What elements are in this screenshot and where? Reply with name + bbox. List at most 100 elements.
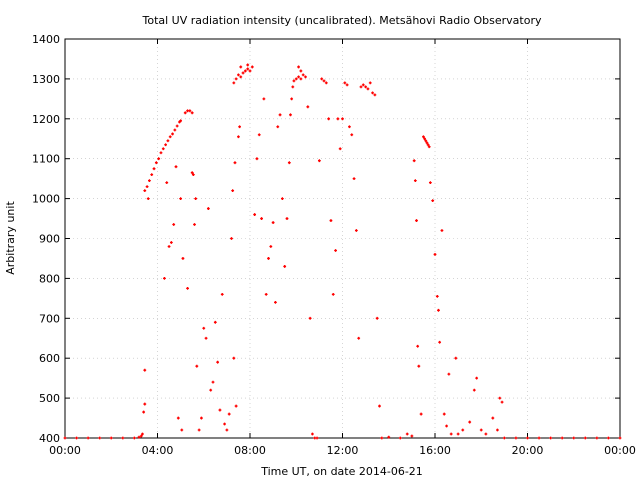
y-tick-label: 1200 [32, 113, 60, 126]
data-point [139, 434, 143, 438]
y-tick-label: 500 [39, 392, 60, 405]
data-point [237, 135, 240, 139]
data-point [269, 245, 273, 248]
data-point [324, 81, 328, 85]
data-point [173, 128, 177, 132]
data-point [419, 412, 423, 416]
data-point [336, 117, 340, 121]
data-point [186, 286, 189, 290]
data-point [348, 125, 351, 129]
y-tick-label: 700 [39, 312, 60, 325]
data-point [232, 81, 236, 85]
data-point [280, 197, 284, 200]
data-point [253, 213, 257, 216]
data-point [338, 147, 342, 151]
data-point [329, 219, 333, 222]
data-point [343, 81, 347, 85]
data-point [250, 65, 254, 69]
y-tick-label: 1400 [32, 33, 60, 46]
data-points [63, 63, 622, 440]
data-point [607, 436, 610, 440]
data-point [231, 189, 235, 193]
data-point [260, 217, 263, 220]
data-point [241, 71, 245, 75]
data-point [175, 124, 179, 128]
data-point [345, 83, 349, 87]
data-point [179, 119, 183, 123]
x-tick-label: 20:00 [512, 444, 544, 457]
data-point [234, 77, 238, 81]
data-point [166, 139, 170, 143]
data-point [438, 340, 442, 344]
data-point [297, 75, 300, 79]
data-point [456, 432, 460, 436]
data-point [159, 151, 163, 155]
x-tick-label: 00:00 [49, 444, 81, 457]
data-point [200, 416, 203, 420]
y-axis: 400 500 600 700 800 900 1000 1100 1200 1300 1400 [32, 33, 620, 445]
data-point [304, 75, 307, 79]
data-point [331, 292, 335, 296]
data-point [500, 400, 504, 404]
data-point [425, 141, 429, 145]
data-point [230, 237, 233, 240]
data-point [264, 292, 268, 296]
data-point [341, 117, 344, 121]
y-tick-label: 400 [39, 432, 60, 445]
data-point [437, 308, 440, 312]
data-point [180, 428, 184, 432]
data-point [237, 73, 240, 77]
data-point [232, 356, 236, 360]
data-point [380, 436, 384, 440]
data-point [442, 412, 446, 416]
data-point [165, 181, 169, 185]
data-point [234, 404, 238, 408]
x-tick-label: 04:00 [142, 444, 174, 457]
y-tick-label: 1100 [32, 153, 60, 166]
data-point [299, 69, 303, 73]
data-point [195, 364, 199, 368]
data-point [145, 185, 149, 189]
data-point [181, 257, 185, 260]
data-point [194, 197, 198, 200]
data-point [454, 356, 458, 360]
data-point [417, 364, 421, 368]
data-point [368, 81, 372, 85]
data-point [423, 137, 426, 141]
data-point [243, 69, 247, 73]
data-point [283, 265, 287, 268]
x-axis-label: Time UT, on date 2014-06-21 [260, 465, 423, 478]
x-tick-label: 16:00 [419, 444, 451, 457]
data-point [188, 109, 192, 113]
data-point [595, 436, 599, 440]
data-point [274, 300, 277, 304]
data-point [157, 157, 161, 161]
data-point [285, 217, 289, 220]
data-point [171, 132, 174, 136]
x-tick-label: 08:00 [234, 444, 266, 457]
data-point [317, 159, 321, 163]
data-point [262, 97, 266, 101]
data-point [190, 171, 194, 175]
data-point [287, 161, 291, 165]
data-point [246, 63, 250, 67]
data-point [472, 388, 476, 392]
data-point [461, 428, 465, 432]
data-point [449, 432, 453, 436]
data-point [193, 223, 196, 226]
data-point [154, 161, 158, 165]
data-point [225, 428, 229, 432]
data-point [176, 416, 180, 420]
data-point [502, 436, 506, 440]
data-point [359, 85, 363, 89]
data-point [248, 69, 252, 73]
data-point [491, 416, 495, 420]
data-point [211, 380, 215, 384]
data-point [179, 197, 183, 200]
data-point [148, 179, 151, 183]
data-point [311, 432, 314, 436]
data-point [357, 336, 361, 340]
data-point [479, 428, 483, 432]
data-point [290, 97, 294, 101]
data-point [412, 159, 416, 163]
